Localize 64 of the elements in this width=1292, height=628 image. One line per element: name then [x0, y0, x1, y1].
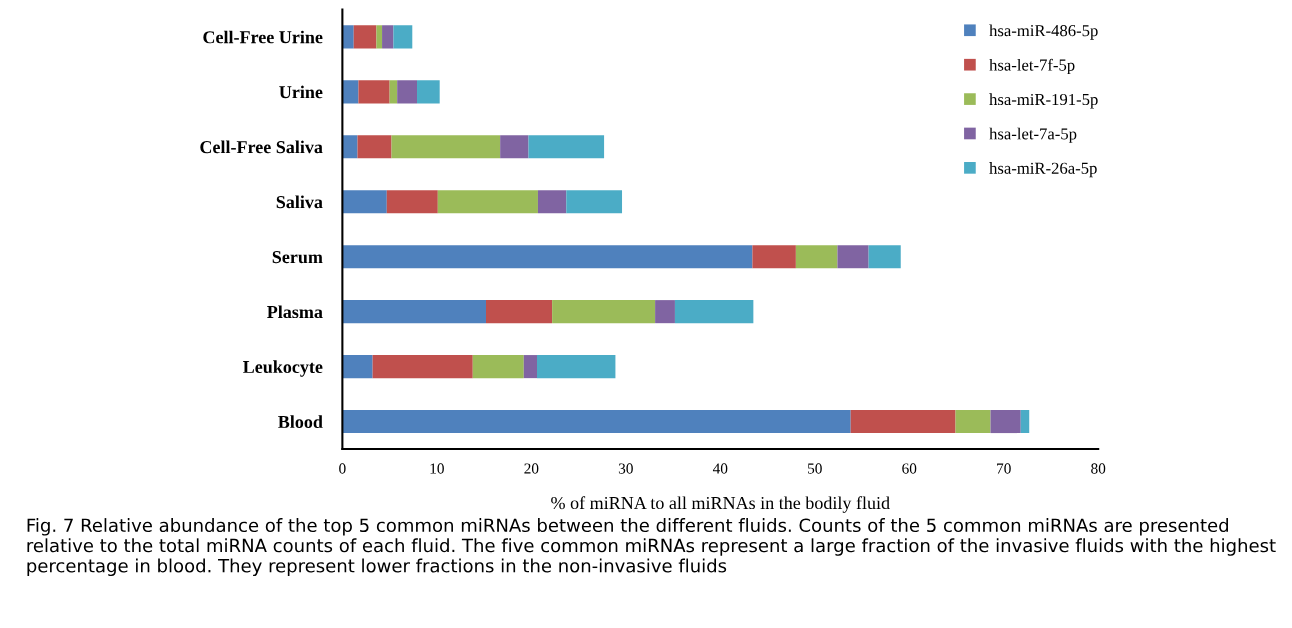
x-tick-label: 30: [618, 463, 633, 474]
bar: [795, 245, 838, 269]
bar: [358, 80, 390, 104]
legend-label: hsa-miR-26a-5p: [989, 162, 1097, 178]
bar: [386, 190, 438, 214]
bar: [837, 245, 869, 269]
bar: [342, 135, 358, 159]
bar: [537, 355, 616, 379]
x-tick-label: 50: [808, 463, 822, 474]
bar: [389, 80, 398, 104]
bar: [417, 80, 440, 104]
bar: [500, 135, 529, 159]
y-tick-label: Urine: [279, 85, 323, 99]
bar: [674, 300, 754, 324]
bar: [342, 300, 486, 324]
bar: [372, 355, 473, 379]
bar: [552, 300, 656, 324]
bar: [752, 245, 796, 269]
legend-label: hsa-miR-486-5p: [989, 24, 1098, 40]
y-tick-label: Cell-Free Urine: [203, 30, 323, 44]
bar: [342, 355, 373, 379]
bar: [397, 80, 418, 104]
bar: [528, 135, 605, 159]
x-tick-label: 0: [339, 463, 346, 474]
bar: [850, 410, 956, 434]
bar: [472, 355, 524, 379]
legend-label: hsa-let-7f-5p: [989, 58, 1075, 75]
bar: [391, 135, 501, 159]
bar: [655, 300, 675, 324]
bar: [868, 245, 901, 269]
bar: [342, 410, 851, 434]
bar: [353, 25, 377, 49]
bar: [537, 190, 567, 214]
bar: [955, 410, 991, 434]
x-axis-title: % of miRNA to all miRNAs in the bodily fluid: [551, 496, 890, 513]
x-tick-label: 40: [712, 463, 728, 474]
bar: [357, 135, 392, 159]
x-tick-label: 10: [430, 463, 444, 474]
bar: [382, 25, 394, 49]
bar: [342, 80, 359, 104]
bar: [990, 410, 1021, 434]
y-tick-label: Blood: [278, 415, 323, 428]
x-tick-label: 20: [524, 463, 539, 474]
y-tick-label: Leukocyte: [243, 360, 323, 377]
y-tick-label: Serum: [272, 251, 323, 264]
bar: [342, 190, 387, 214]
bar: [342, 25, 354, 49]
x-tick-label: 80: [1091, 463, 1106, 474]
bar: [437, 190, 538, 214]
bar: [566, 190, 623, 214]
legend-label: hsa-miR-191-5p: [989, 93, 1098, 109]
caption: Fig. 7 Relative abundance of the top 5 common miRNAs between the different fluids. Counts of the 5 common miRNAs are presented relative to the total miRNA counts of each fluid. The five common miRNAs represent a large fraction of the invasive fluids with the highest percentage in blood. They represent lower fractions in the non-invasive fluids: [27, 518, 1276, 577]
x-tick-label: 70: [997, 463, 1011, 474]
bar: [393, 25, 413, 49]
y-tick-label: Saliva: [276, 195, 323, 209]
bar: [1020, 410, 1030, 434]
y-tick-label: Cell-Free Saliva: [200, 140, 323, 154]
y-tick-label: Plasma: [267, 305, 323, 319]
x-tick-label: 60: [902, 463, 917, 474]
legend-label: hsa-let-7a-5p: [989, 127, 1077, 143]
bar: [342, 245, 753, 269]
bar: [376, 25, 383, 49]
bar: [485, 300, 553, 324]
bar: [523, 355, 537, 379]
